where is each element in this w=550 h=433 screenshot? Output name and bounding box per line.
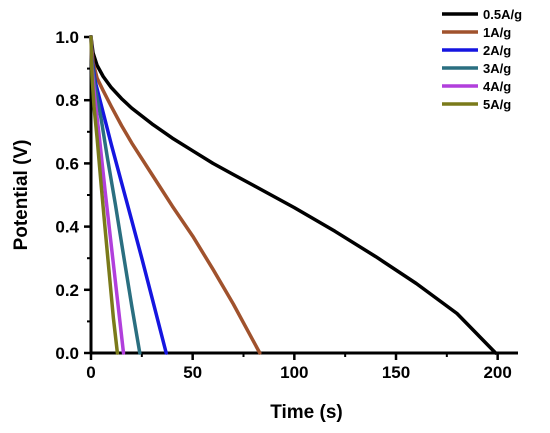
y-axis-title: Potential (V) <box>11 140 32 251</box>
x-tick-label: 200 <box>483 363 511 382</box>
legend-label: 1A/g <box>483 25 511 40</box>
x-tick-label: 100 <box>280 363 308 382</box>
series-lines <box>89 35 498 355</box>
y-tick-label: 0.4 <box>55 218 79 237</box>
legend-label: 0.5A/g <box>483 7 522 22</box>
legend-label: 3A/g <box>483 61 511 76</box>
series-line <box>89 35 262 355</box>
x-tick-label: 0 <box>86 363 95 382</box>
y-tick-label: 1.0 <box>55 28 79 47</box>
series-line <box>89 35 498 355</box>
y-tick-label: 0.2 <box>55 281 79 300</box>
x-axis-title: Time (s) <box>270 402 343 423</box>
legend: 0.5A/g 1A/g 2A/g 3A/g 4A/g 5A/g <box>442 7 522 112</box>
x-tick-label: 50 <box>183 363 202 382</box>
y-tick-label: 0.0 <box>55 344 79 363</box>
legend-label: 5A/g <box>483 97 511 112</box>
y-tick-label: 0.6 <box>55 154 79 173</box>
y-tick-label: 0.8 <box>55 91 79 110</box>
legend-label: 2A/g <box>483 43 511 58</box>
series-line <box>89 35 120 355</box>
x-tick-label: 150 <box>382 363 410 382</box>
legend-label: 4A/g <box>483 79 511 94</box>
axes: 0 50 100 150 200 0.0 0.2 0.4 0.6 0.8 1.0 <box>55 28 518 382</box>
